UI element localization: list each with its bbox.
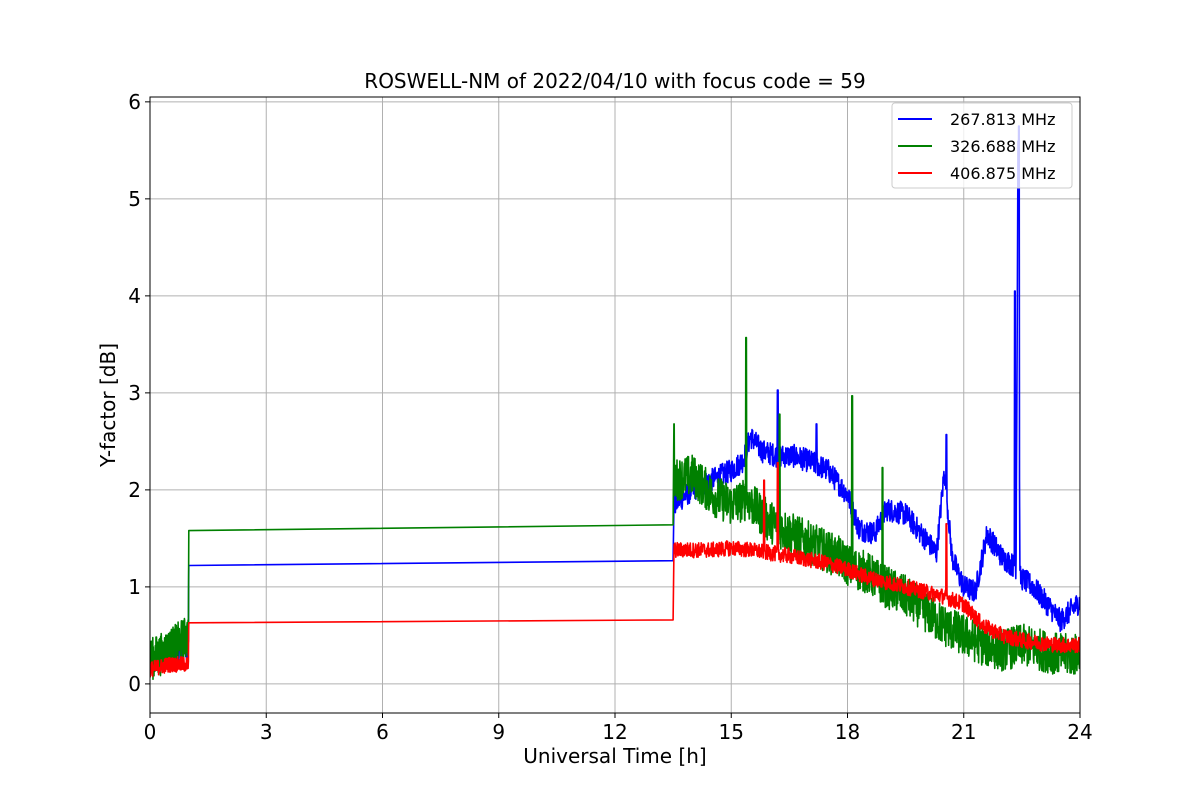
legend: 267.813 MHz 326.688 MHz 406.875 MHz bbox=[891, 102, 1073, 189]
grid bbox=[149, 97, 1081, 713]
x-tick-label: 15 bbox=[719, 720, 744, 744]
y-axis-ticks: 0 1 2 3 4 5 6 bbox=[128, 90, 150, 696]
y-axis-label: Y-factor [dB] bbox=[96, 343, 120, 468]
x-tick-label: 12 bbox=[602, 720, 627, 744]
y-tick-label: 0 bbox=[128, 672, 141, 696]
legend-label: 406.875 MHz bbox=[950, 164, 1055, 183]
x-tick-label: 21 bbox=[951, 720, 976, 744]
y-tick-label: 3 bbox=[128, 381, 141, 405]
y-tick-label: 5 bbox=[128, 187, 141, 211]
x-tick-label: 9 bbox=[492, 720, 505, 744]
series-line-1 bbox=[150, 336, 1080, 680]
y-tick-label: 4 bbox=[128, 284, 141, 308]
y-tick-label: 6 bbox=[128, 90, 141, 114]
series-layer bbox=[150, 125, 1080, 680]
x-axis-ticks: 0 3 6 9 12 15 18 21 24 bbox=[144, 713, 1093, 744]
x-tick-label: 18 bbox=[835, 720, 860, 744]
legend-label: 267.813 MHz bbox=[950, 110, 1055, 129]
legend-box bbox=[891, 102, 1073, 189]
chart-title: ROSWELL-NM of 2022/04/10 with focus code… bbox=[364, 69, 865, 93]
y-tick-label: 2 bbox=[128, 478, 141, 502]
x-tick-label: 0 bbox=[144, 720, 157, 744]
legend-label: 326.688 MHz bbox=[950, 137, 1055, 156]
x-axis-label: Universal Time [h] bbox=[523, 744, 706, 768]
x-tick-label: 24 bbox=[1067, 720, 1092, 744]
series-line-2 bbox=[150, 461, 1080, 678]
y-tick-label: 1 bbox=[128, 575, 141, 599]
x-tick-label: 3 bbox=[260, 720, 273, 744]
x-tick-label: 6 bbox=[376, 720, 389, 744]
